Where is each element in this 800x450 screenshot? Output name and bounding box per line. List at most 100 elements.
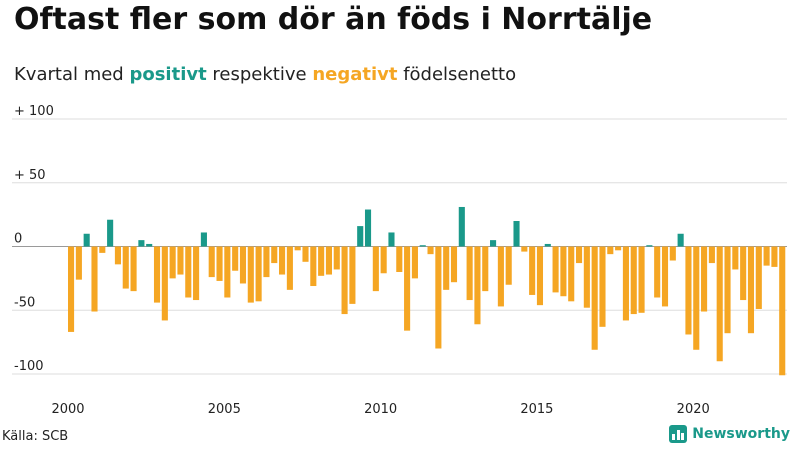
bar: [560, 246, 567, 297]
bar: [161, 246, 168, 321]
bar: [380, 246, 387, 274]
bar: [521, 246, 528, 252]
y-tick-label: -50: [14, 295, 35, 310]
bar: [404, 246, 411, 331]
bar: [388, 232, 395, 247]
bar: [450, 246, 458, 283]
y-tick-label: + 100: [14, 104, 54, 119]
bar: [763, 246, 770, 266]
bar: [544, 243, 551, 247]
bar: [372, 246, 379, 292]
bar: [474, 246, 481, 325]
bar: [724, 246, 731, 334]
bar: [91, 246, 98, 312]
bar: [615, 246, 622, 251]
bar: [677, 233, 684, 247]
source-note: Källa: SCB: [2, 429, 69, 444]
bar: [654, 246, 661, 298]
bar: [693, 246, 700, 350]
x-tick-label: 2020: [677, 402, 710, 417]
bars: [68, 206, 786, 376]
bar: [747, 246, 755, 334]
bar: [208, 246, 215, 278]
bar: [122, 246, 129, 289]
logo-bars-icon: [669, 425, 688, 443]
bar: [364, 209, 372, 247]
bar: [661, 246, 669, 307]
bar: [513, 221, 520, 247]
bar: [419, 245, 426, 247]
bar: [552, 246, 559, 293]
bar: [341, 246, 348, 315]
bar: [443, 246, 450, 290]
bar: [68, 246, 75, 332]
bar: [138, 240, 145, 247]
bar: [490, 240, 497, 247]
bar: [247, 246, 254, 303]
bar: [779, 246, 786, 376]
bar: [536, 246, 544, 306]
bar: [732, 246, 739, 270]
bar: [107, 219, 114, 247]
bar: [591, 246, 598, 350]
bar: [466, 246, 473, 301]
subtitle-negative-word: negativt: [312, 64, 398, 85]
bar: [646, 245, 653, 247]
bar: [701, 246, 708, 312]
bar: [411, 246, 418, 279]
bar: [755, 246, 762, 309]
bar: [396, 246, 403, 272]
y-tick-label: 0: [14, 232, 22, 247]
bar: [216, 246, 223, 281]
bar: [357, 226, 364, 247]
bar: [740, 246, 747, 301]
subtitle-positive-word: positivt: [129, 64, 207, 85]
subtitle-prefix: Kvartal med: [14, 64, 130, 85]
bar: [497, 246, 504, 307]
bar: [482, 246, 489, 292]
bar: [607, 246, 614, 255]
bar: [505, 246, 512, 285]
x-tick-label: 2010: [364, 402, 397, 417]
bar: [716, 246, 723, 362]
bar: [771, 246, 778, 267]
bar: [271, 246, 278, 264]
bar: [200, 232, 207, 247]
bar: [239, 246, 247, 284]
brand-name: Newsworthy: [692, 426, 790, 442]
bar: [427, 246, 434, 255]
y-tick-label: -100: [14, 359, 44, 374]
bar: [630, 246, 637, 315]
bar: [318, 246, 325, 276]
bar: [185, 246, 192, 298]
bar: [669, 246, 676, 261]
bar: [263, 246, 270, 278]
bar: [224, 246, 231, 298]
bar: [583, 246, 590, 308]
y-tick-label: + 50: [14, 168, 46, 183]
bar: [302, 246, 309, 262]
bar: [232, 246, 239, 271]
bar: [575, 246, 583, 264]
bar: [279, 246, 286, 275]
bar: [169, 246, 176, 279]
bar: [622, 246, 629, 321]
bar: [568, 246, 575, 302]
bar: [83, 233, 90, 247]
axis-labels: + 100 + 50 0 -50 -100 2000 2005 2010 2015 2020: [14, 104, 710, 417]
bar: [529, 246, 536, 295]
bar: [708, 246, 715, 264]
bar: [325, 246, 332, 275]
newsworthy-logo: Newsworthy: [669, 425, 790, 443]
subtitle-suffix: födelsenetto: [397, 64, 517, 85]
bar: [599, 246, 606, 327]
bar: [99, 246, 106, 253]
bar: [130, 246, 137, 292]
bar: [294, 246, 301, 251]
bar: [153, 246, 161, 303]
bar: [638, 246, 645, 313]
x-tick-label: 2015: [520, 402, 553, 417]
bar: [286, 246, 293, 290]
bar: [193, 246, 200, 301]
